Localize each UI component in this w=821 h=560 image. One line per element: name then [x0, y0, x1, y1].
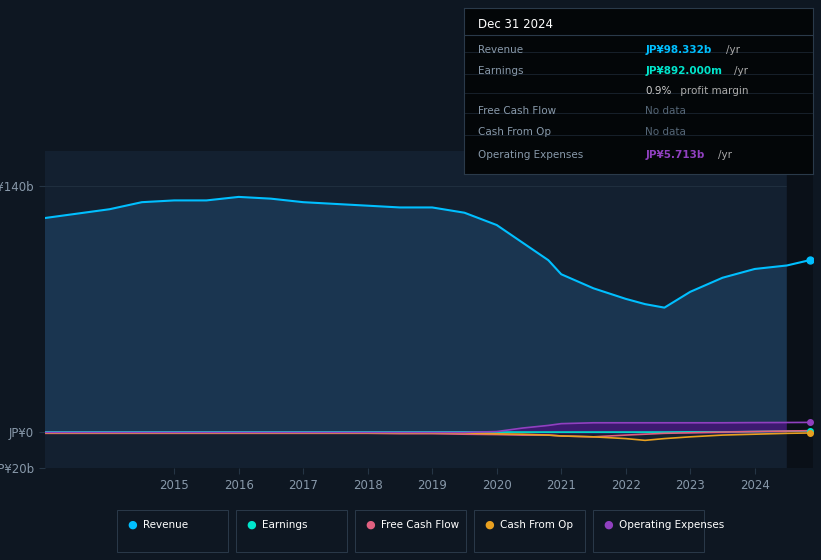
- Text: No data: No data: [645, 106, 686, 116]
- Text: ●: ●: [484, 520, 493, 530]
- Text: JP¥98.332b: JP¥98.332b: [645, 45, 712, 55]
- Text: Cash From Op: Cash From Op: [501, 520, 573, 530]
- Text: Free Cash Flow: Free Cash Flow: [478, 106, 556, 116]
- Text: ●: ●: [365, 520, 374, 530]
- Text: profit margin: profit margin: [677, 86, 749, 96]
- Text: /yr: /yr: [718, 151, 732, 161]
- Text: Operating Expenses: Operating Expenses: [620, 520, 725, 530]
- Text: ●: ●: [603, 520, 612, 530]
- Text: Operating Expenses: Operating Expenses: [478, 151, 583, 161]
- Text: /yr: /yr: [726, 45, 740, 55]
- Text: ●: ●: [127, 520, 136, 530]
- Text: Free Cash Flow: Free Cash Flow: [382, 520, 460, 530]
- Text: ●: ●: [246, 520, 255, 530]
- Text: Revenue: Revenue: [478, 45, 523, 55]
- Text: /yr: /yr: [734, 66, 748, 76]
- Text: No data: No data: [645, 127, 686, 137]
- Text: Earnings: Earnings: [263, 520, 308, 530]
- Text: JP¥892.000m: JP¥892.000m: [645, 66, 722, 76]
- Bar: [787, 151, 816, 468]
- Text: Dec 31 2024: Dec 31 2024: [478, 18, 553, 31]
- Text: Cash From Op: Cash From Op: [478, 127, 551, 137]
- Text: JP¥5.713b: JP¥5.713b: [645, 151, 704, 161]
- Text: 0.9%: 0.9%: [645, 86, 672, 96]
- Text: Earnings: Earnings: [478, 66, 523, 76]
- Text: Revenue: Revenue: [143, 520, 188, 530]
